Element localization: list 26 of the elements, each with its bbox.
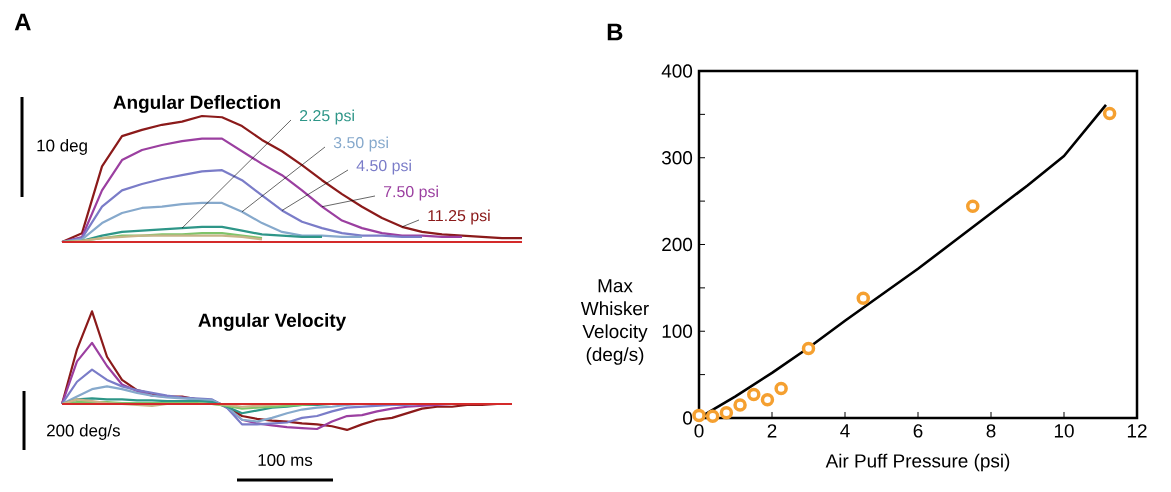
annotation: 200 deg/s [47, 424, 120, 440]
series-label: 11.25 psi [428, 209, 490, 225]
x-axis-title: Air Puff Pressure (psi) [825, 453, 1010, 472]
text: 4.50 psi [356, 159, 411, 175]
y-axis-title: Max Whisker Velocity (deg/s) [580, 279, 649, 365]
text: 7.50 psi [384, 185, 438, 201]
x-tick-label: 2 [767, 424, 777, 438]
y-tick-label: 200 [662, 237, 693, 252]
y-tick-label: 0 [683, 411, 693, 425]
y-tick-label: 400 [661, 64, 693, 78]
y-tick-label: 300 [661, 151, 693, 165]
text: A [14, 13, 31, 31]
text: 100 ms [258, 453, 313, 466]
text: 3.50 psi [333, 136, 388, 152]
chart-title: Angular Deflection [113, 95, 280, 113]
y-tick-label: 100 [662, 324, 693, 338]
x-tick-label: 8 [986, 424, 996, 438]
annotation: 10 deg [37, 139, 87, 155]
text: 2.25 psi [299, 109, 354, 125]
x-tick-label: 10 [1054, 424, 1074, 438]
x-tick-label: 12 [1127, 424, 1147, 438]
x-tick-label: 0 [694, 424, 704, 438]
chart-title: Angular Velocity [198, 313, 347, 331]
x-tick-label: 6 [913, 424, 923, 438]
text: B [607, 23, 623, 41]
x-tick-label: 4 [840, 424, 850, 438]
